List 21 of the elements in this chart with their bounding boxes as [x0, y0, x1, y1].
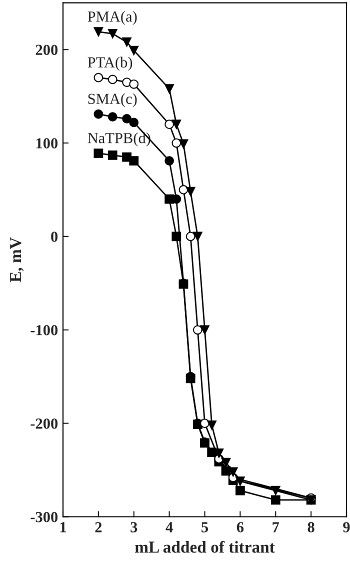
y-tick-label: -300 — [30, 512, 58, 522]
x-tick-label: 5 — [202, 522, 208, 532]
y-tick-label: 0 — [51, 232, 58, 242]
x-tick-label: 3 — [130, 522, 138, 532]
x-axis-title: mL added of titrant — [135, 540, 275, 553]
series-label: NaTPB(d) — [88, 132, 150, 146]
x-tick-label: 9 — [343, 522, 350, 532]
x-tick-label: 1 — [60, 522, 66, 532]
x-tick-label: 4 — [166, 522, 173, 532]
y-tick-label: 100 — [36, 138, 58, 148]
series-label: SMA(c) — [88, 93, 137, 108]
x-tick-label: 8 — [308, 522, 314, 532]
x-tick-label: 7 — [272, 522, 280, 532]
y-axis-title: E, mV — [10, 237, 24, 282]
x-tick-label: 2 — [95, 522, 102, 532]
y-tick-label: -200 — [30, 418, 58, 429]
x-tick-label: 6 — [236, 522, 244, 532]
series-label: PMA(a) — [88, 11, 137, 25]
y-tick-label: 200 — [36, 44, 58, 56]
series-label: PTA(b) — [88, 56, 132, 71]
y-tick-label: -100 — [30, 325, 58, 336]
